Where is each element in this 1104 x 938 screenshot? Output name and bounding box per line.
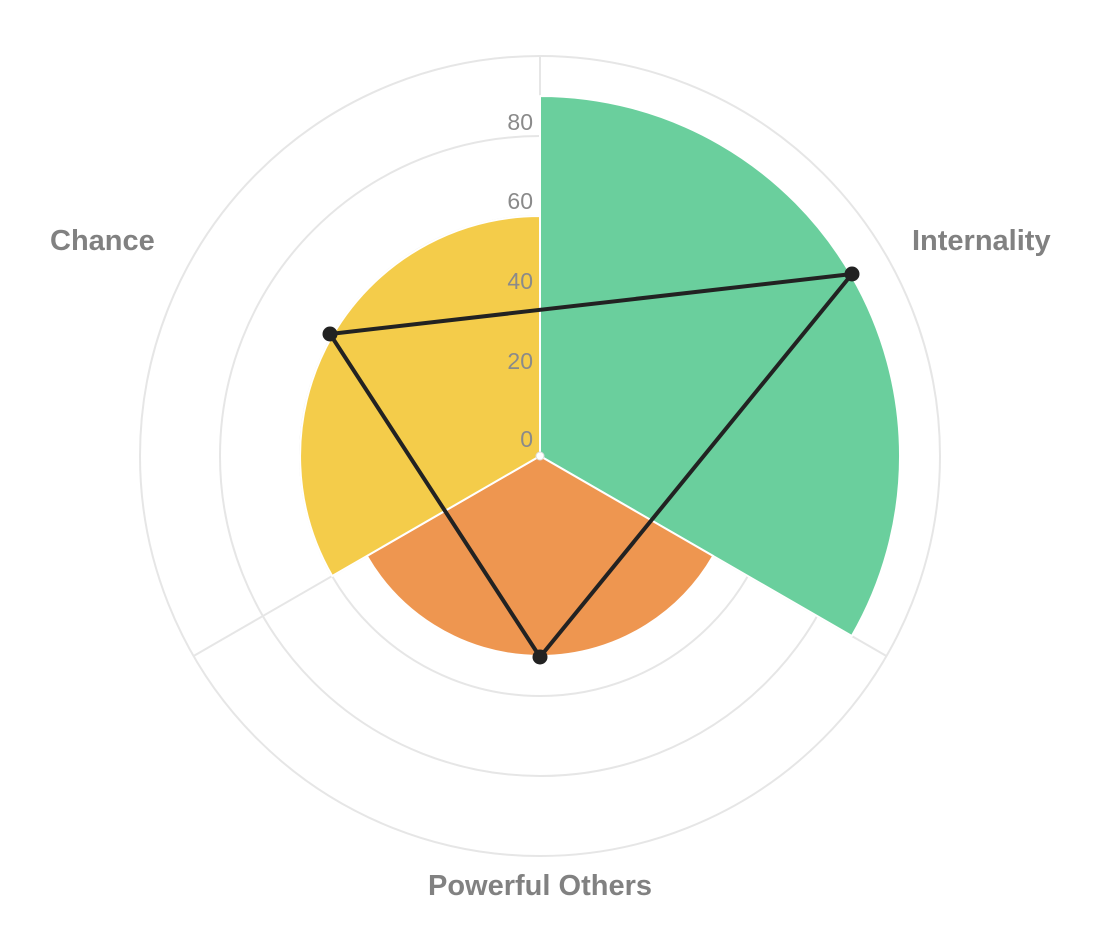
tick-60: 60 [507, 188, 533, 214]
tick-80: 80 [507, 109, 533, 135]
label-powerful-others: Powerful Others [428, 870, 652, 902]
tick-40: 40 [507, 268, 533, 294]
point-internality[interactable] [844, 266, 860, 282]
radar-line [322, 266, 860, 665]
tick-0: 0 [520, 426, 533, 452]
polar-bars [299, 95, 902, 657]
tick-labels: 80 60 40 20 0 [507, 109, 533, 452]
radar-polygon [328, 272, 854, 659]
point-chance[interactable] [322, 326, 338, 342]
point-powerful-others[interactable] [532, 649, 548, 665]
center-point [535, 451, 545, 461]
label-chance: Chance [50, 225, 155, 257]
tick-20: 20 [507, 348, 533, 374]
axis-labels: Internality Chance Powerful Others [50, 225, 1051, 902]
label-internality: Internality [912, 225, 1051, 257]
